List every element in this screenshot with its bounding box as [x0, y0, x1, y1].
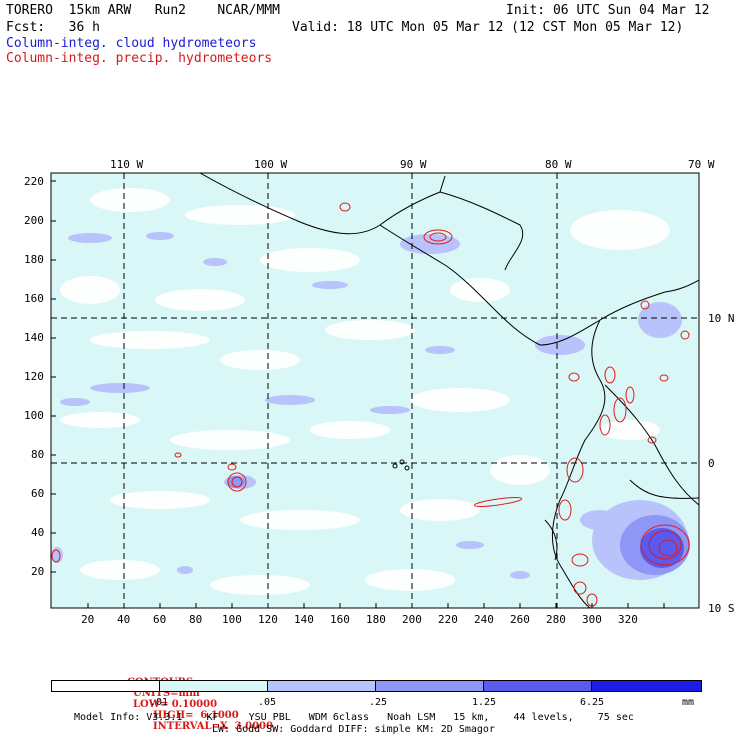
x-tick-label: 20	[81, 613, 95, 626]
x-tick-label: 140	[294, 613, 314, 626]
lat-label: 0	[708, 457, 715, 470]
lon-label: 80 W	[545, 158, 572, 171]
valid-time: Valid: 18 UTC Mon 05 Mar 12 (12 CST Mon …	[292, 20, 684, 35]
lat-label: 10 S	[708, 602, 735, 615]
model-title: TORERO 15km ARW Run2 NCAR/MMM	[6, 3, 280, 18]
y-tick-label: 140	[24, 331, 44, 344]
precip-contours	[51, 202, 690, 607]
x-tick-label: 160	[330, 613, 350, 626]
lon-label: 70 W	[688, 158, 715, 171]
x-tick-label: 80	[189, 613, 203, 626]
y-tick-label: 120	[24, 370, 44, 383]
shading-layer	[51, 173, 699, 608]
lon-label: 90 W	[400, 158, 427, 171]
x-tick-label: 300	[582, 613, 602, 626]
colorbar-segment	[375, 680, 484, 692]
y-tick-label: 180	[24, 253, 44, 266]
lat-label: 10 N	[708, 312, 735, 325]
init-time: Init: 06 UTC Sun 04 Mar 12	[506, 3, 710, 18]
model-info: Model Info: V3.3.1 KF YSU PBL WDM 6class…	[74, 712, 634, 723]
y-tick-label: 200	[24, 214, 44, 227]
colorbar-level: 1.25	[472, 697, 497, 708]
colorbar-level: .25	[369, 697, 388, 708]
y-tick-label: 100	[24, 409, 44, 422]
x-tick-label: 180	[366, 613, 386, 626]
contour-units: UNITS=mm	[132, 688, 200, 699]
contour-low: LOW= 0.10000	[132, 699, 218, 710]
y-tick-label: 220	[24, 175, 44, 188]
cloud-field-label: Column-integ. cloud hydrometeors	[6, 36, 257, 51]
contour-interval: INTERVAL=X 3.0000	[152, 721, 273, 732]
x-tick-label: 100	[222, 613, 242, 626]
colorbar-segment	[483, 680, 592, 692]
colorbar-segment	[159, 680, 268, 692]
colorbar-segment	[591, 680, 702, 692]
colorbar-level: .05	[258, 697, 277, 708]
x-tick-label: 240	[474, 613, 494, 626]
x-tick-label: 220	[438, 613, 458, 626]
contour-high: HIGH= 6.1000	[152, 710, 239, 721]
x-tick-label: 260	[510, 613, 530, 626]
colorbar-level: 6.25	[580, 697, 605, 708]
x-tick-label: 120	[258, 613, 278, 626]
colorbar-segment	[51, 680, 160, 692]
tick-marks	[51, 180, 665, 608]
galapagos-islands	[392, 459, 410, 471]
y-tick-label: 40	[31, 526, 45, 539]
lon-label: 100 W	[254, 158, 288, 171]
y-tick-label: 80	[31, 448, 45, 461]
forecast-hour: Fcst: 36 h	[6, 20, 100, 35]
x-tick-label: 280	[546, 613, 566, 626]
y-tick-label: 160	[24, 292, 44, 305]
colorbar-segment	[267, 680, 376, 692]
y-tick-label: 20	[31, 565, 45, 578]
x-tick-label: 320	[618, 613, 638, 626]
x-tick-label: 40	[117, 613, 131, 626]
precip-field-label: Column-integ. precip. hydrometeors	[6, 51, 273, 66]
plot-frame	[50, 172, 700, 609]
lon-label: 110 W	[110, 158, 144, 171]
colorbar-unit: mm	[682, 697, 695, 708]
x-tick-label: 60	[153, 613, 167, 626]
y-tick-label: 60	[31, 487, 45, 500]
x-tick-label: 200	[402, 613, 422, 626]
model-physics: LW: Godd SW: Goddard DIFF: simple KM: 2D…	[212, 724, 495, 735]
latlon-grid	[51, 173, 699, 608]
colorbar-level: .01	[150, 697, 169, 708]
